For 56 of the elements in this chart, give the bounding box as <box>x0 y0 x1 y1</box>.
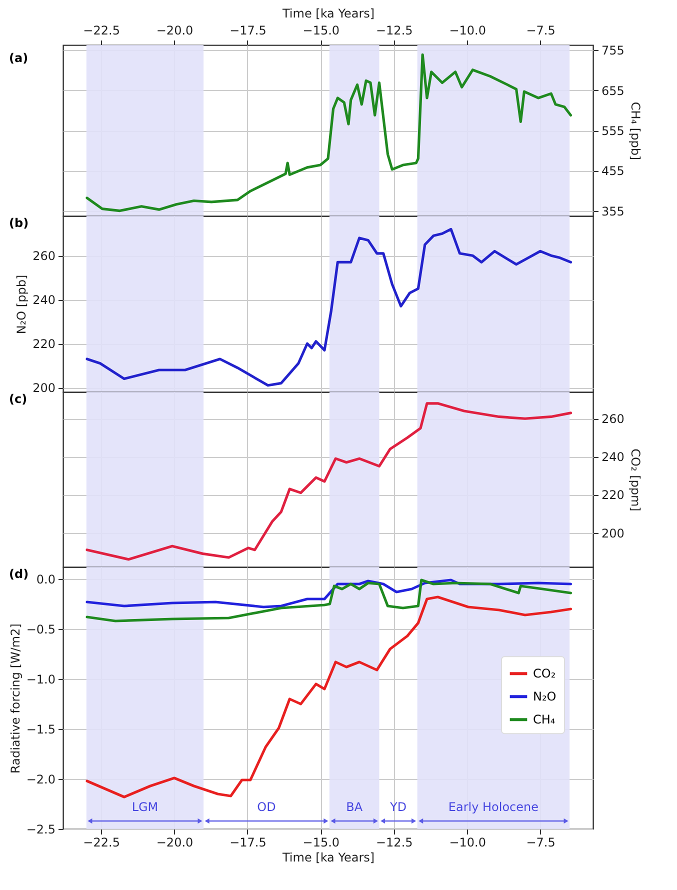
y-tick-label: 220 <box>602 488 624 502</box>
x-tick-label: −17.5 <box>230 24 266 38</box>
y-tick-label: −2.0 <box>26 772 56 786</box>
x-tick-label: −12.5 <box>376 836 413 850</box>
chart-title: (b) <box>9 216 29 230</box>
y-tick-label: 655 <box>602 84 624 98</box>
y-axis-title: N₂O [ppb] <box>14 274 29 334</box>
chart-title: (d) <box>9 567 29 581</box>
y-tick-label: 260 <box>32 249 56 264</box>
y-tick-label: 755 <box>602 44 624 58</box>
annotation: YD <box>388 800 407 814</box>
line-series <box>86 402 572 561</box>
x-tick-label: −10.0 <box>449 836 486 850</box>
y-tick-label: 0.0 <box>36 572 56 586</box>
y-tick-label: 200 <box>602 526 624 540</box>
y-tick-label: 355 <box>602 204 624 218</box>
y-tick-label: 200 <box>32 381 56 396</box>
x-tick-label: −22.5 <box>83 24 120 38</box>
chart-title: (c) <box>9 392 28 406</box>
x-tick-label: −22.5 <box>83 836 120 850</box>
y-tick-label: −2.5 <box>26 822 56 836</box>
x-axis-title: Time [ka Years] <box>281 850 375 864</box>
line-series <box>86 578 572 622</box>
y-tick-label: 240 <box>602 450 624 464</box>
y-tick-label: 555 <box>602 124 624 138</box>
x-tick-label: −20.0 <box>156 24 194 38</box>
y-tick-label: 220 <box>32 337 56 352</box>
legend-label: CO₂ <box>533 666 556 681</box>
y-tick-label: 240 <box>32 293 56 308</box>
y-axis-title: CH₄ [ppb] <box>628 102 642 160</box>
annotation: OD <box>257 800 276 814</box>
line-series <box>86 596 572 798</box>
legend-label: N₂O <box>533 690 556 704</box>
text: (a) <box>9 51 28 65</box>
annotation: Early Holocene <box>448 800 539 814</box>
line-series <box>86 228 572 387</box>
x-tick-label: −15.0 <box>302 836 340 850</box>
annotation: LGM <box>132 800 158 814</box>
x-axis-title: Time [ka Years] <box>281 6 375 20</box>
x-tick-label: −12.5 <box>376 24 413 38</box>
y-tick-label: −1.0 <box>26 672 56 686</box>
y-tick-label: 260 <box>602 412 624 426</box>
legend-label: CH₄ <box>533 712 556 727</box>
x-tick-label: −20.0 <box>156 836 194 850</box>
y-axis-title: Radiative forcing [W/m2] <box>8 624 22 774</box>
y-tick-label: 455 <box>602 164 624 178</box>
y-tick-label: −1.5 <box>26 722 56 736</box>
y-axis-title: CO₂ [ppm] <box>628 448 642 512</box>
line-series <box>86 53 572 212</box>
x-tick-label: −10.0 <box>449 24 486 38</box>
x-tick-label: −7.5 <box>526 836 556 850</box>
x-tick-label: −17.5 <box>230 836 266 850</box>
x-tick-label: −15.0 <box>302 24 340 38</box>
y-tick-label: −0.5 <box>26 622 56 636</box>
annotation: BA <box>346 800 364 814</box>
x-tick-label: −7.5 <box>526 24 556 38</box>
